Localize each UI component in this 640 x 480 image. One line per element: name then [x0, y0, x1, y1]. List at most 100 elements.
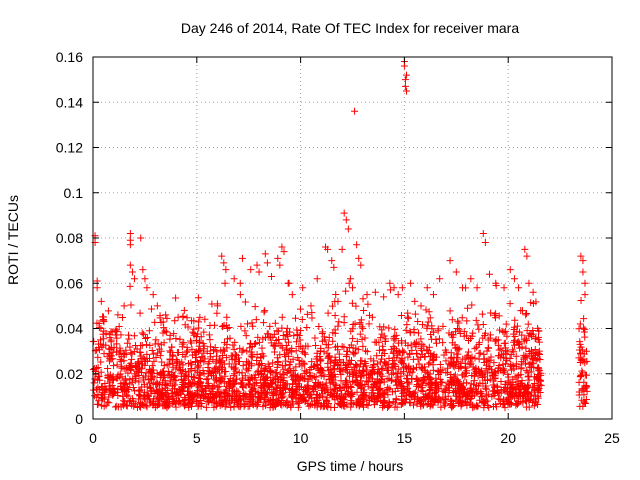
data-point [482, 385, 490, 393]
data-point [179, 378, 187, 386]
data-point [153, 369, 161, 377]
data-point [266, 397, 274, 405]
data-point [240, 389, 248, 397]
data-point [238, 348, 246, 356]
data-point [425, 381, 433, 389]
data-point [506, 399, 514, 407]
data-point [371, 288, 379, 296]
data-point [535, 364, 543, 372]
data-point [134, 368, 142, 376]
data-point [239, 383, 247, 391]
data-point [259, 403, 267, 411]
data-point [193, 380, 201, 388]
data-point [490, 359, 498, 367]
data-point [230, 345, 238, 353]
data-point [184, 382, 192, 390]
x-tick-label: 25 [604, 430, 620, 446]
data-point [114, 311, 122, 319]
data-point [352, 302, 360, 310]
data-point [535, 367, 543, 375]
data-point [231, 392, 239, 400]
data-point [326, 358, 334, 366]
data-point [200, 328, 208, 336]
data-point [475, 340, 483, 348]
data-point [126, 241, 134, 249]
data-point [484, 376, 492, 384]
data-point [428, 394, 436, 402]
data-point [95, 346, 103, 354]
data-point [421, 368, 429, 376]
data-point [579, 257, 587, 265]
data-point [238, 254, 246, 262]
data-point [486, 356, 494, 364]
data-point [165, 394, 173, 402]
data-point [522, 311, 530, 319]
data-point [237, 322, 245, 330]
data-point [446, 307, 454, 315]
data-point [208, 300, 216, 308]
data-point [352, 401, 360, 409]
data-point [412, 343, 420, 351]
data-point [183, 371, 191, 379]
data-point [468, 372, 476, 380]
data-point [377, 375, 385, 383]
data-point [479, 229, 487, 237]
data-point [279, 385, 287, 393]
data-point [337, 399, 345, 407]
data-point [221, 403, 229, 411]
data-point [411, 297, 419, 305]
data-point [131, 275, 139, 283]
data-point [418, 340, 426, 348]
data-point [230, 364, 238, 372]
data-point [266, 367, 274, 375]
data-point [491, 390, 499, 398]
data-point [500, 365, 508, 373]
data-point [271, 369, 279, 377]
data-point [363, 291, 371, 299]
data-point [513, 373, 521, 381]
data-point [223, 324, 231, 332]
data-point [487, 353, 495, 361]
data-point [327, 356, 335, 364]
data-point [146, 384, 154, 392]
data-point [502, 320, 510, 328]
data-point [268, 388, 276, 396]
data-point [417, 302, 425, 310]
data-point [369, 386, 377, 394]
data-point [239, 384, 247, 392]
data-point [271, 348, 279, 356]
data-point [525, 279, 533, 287]
data-point [298, 362, 306, 370]
data-point [187, 337, 195, 345]
data-point [349, 335, 357, 343]
data-point [410, 390, 418, 398]
data-point [310, 397, 318, 405]
data-point [163, 328, 171, 336]
data-point [106, 331, 114, 339]
data-point [173, 349, 181, 357]
data-point [97, 336, 105, 344]
data-point [470, 380, 478, 388]
data-point [481, 384, 489, 392]
data-point [267, 334, 275, 342]
data-point [299, 284, 307, 292]
data-point [346, 360, 354, 368]
data-point [344, 225, 352, 233]
data-point [141, 361, 149, 369]
data-point [286, 388, 294, 396]
data-point [506, 385, 514, 393]
data-point [511, 394, 519, 402]
data-point [454, 317, 462, 325]
data-point [427, 398, 435, 406]
data-point [472, 316, 480, 324]
data-point [523, 309, 531, 317]
data-point [519, 399, 527, 407]
data-point [342, 392, 350, 400]
data-point [529, 288, 537, 296]
data-point [442, 348, 450, 356]
data-point [386, 286, 394, 294]
data-point [488, 368, 496, 376]
data-point [398, 354, 406, 362]
data-point [409, 401, 417, 409]
data-point [503, 332, 511, 340]
